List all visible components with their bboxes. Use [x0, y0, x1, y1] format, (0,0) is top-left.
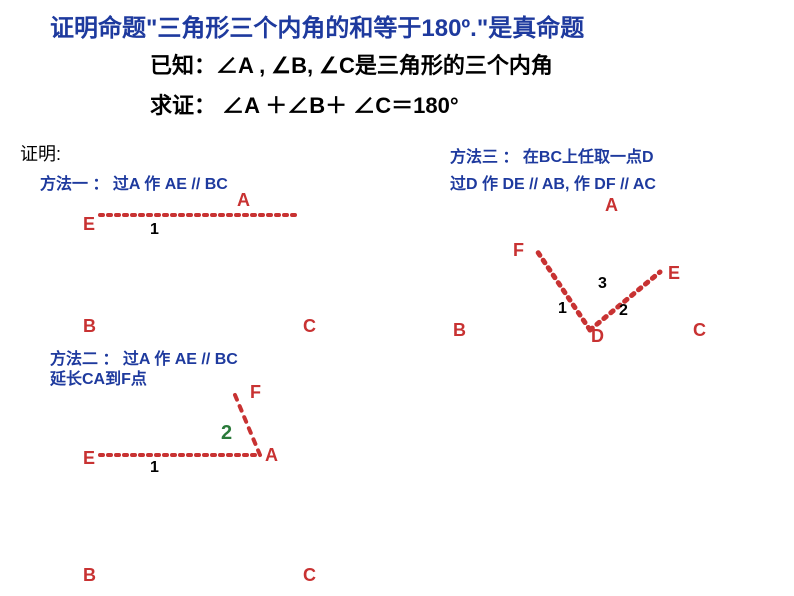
page-title: 证明命题"三角形三个内角的和等于180º."是真命题	[50, 8, 584, 43]
m3-label-a: A	[605, 195, 618, 216]
m1-label-b: B	[83, 316, 96, 337]
m1-label-a: A	[237, 190, 250, 211]
m2-label-a: A	[265, 445, 278, 466]
m3-label-3: 3	[598, 275, 607, 293]
m1-label-c: C	[303, 316, 316, 337]
m1-label-1: 1	[150, 221, 159, 239]
m3-label-2: 2	[619, 302, 628, 320]
m2-label-b: B	[83, 565, 96, 586]
m3-label-f: F	[513, 240, 524, 261]
method2-diagram	[80, 385, 320, 465]
m2-label-c: C	[303, 565, 316, 586]
prove-text: 求证： ∠A ＋∠B＋ ∠C＝180°	[150, 88, 459, 120]
m2-label-f: F	[250, 382, 261, 403]
method3-line1: 方法三 ： 在BC上任取一点D	[450, 143, 654, 167]
method1-text: 方法一 ： 过A 作 AE // BC	[40, 170, 228, 194]
m3-label-b: B	[453, 320, 466, 341]
m1-label-e: E	[83, 214, 95, 235]
m2-label-e: E	[83, 448, 95, 469]
given-text: 已知：∠A , ∠B, ∠C是三角形的三个内角	[150, 48, 553, 80]
method1-diagram	[80, 195, 320, 235]
m3-label-c: C	[693, 320, 706, 341]
m2-label-2: 2	[221, 422, 232, 445]
method3-line2: 过D 作 DE // AB, 作 DF // AC	[450, 170, 656, 194]
proof-label: 证明:	[20, 140, 61, 166]
m2-label-1: 1	[150, 459, 159, 477]
m3-label-d: D	[591, 326, 604, 347]
m3-label-e: E	[668, 263, 680, 284]
m3-label-1: 1	[558, 300, 567, 318]
